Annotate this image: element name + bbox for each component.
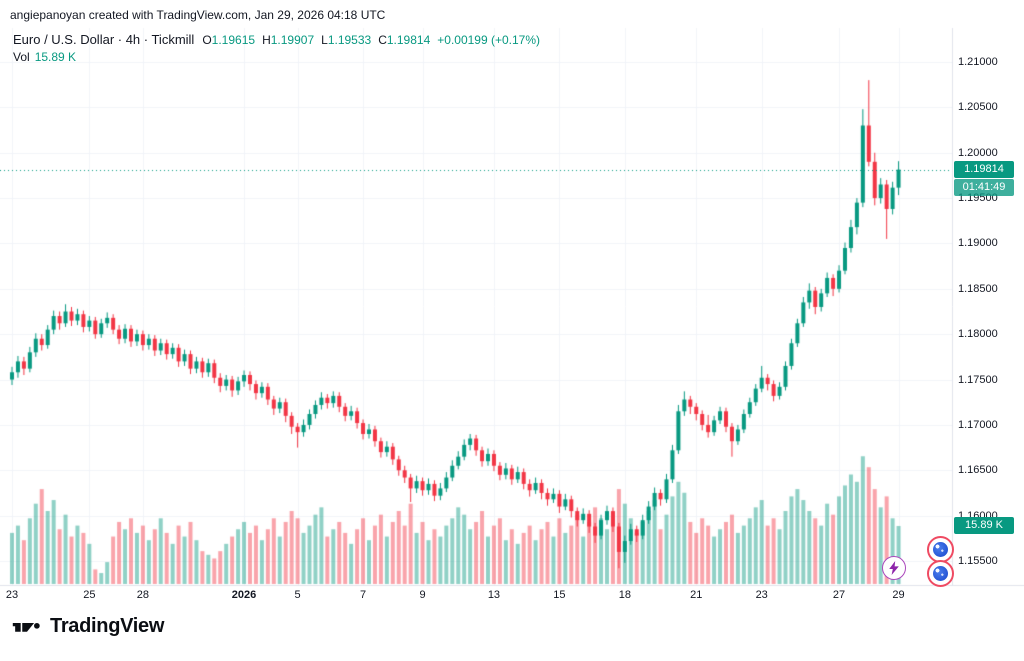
open-value: 1.19615 [211, 33, 256, 47]
price-axis-label: 1.17500 [958, 373, 998, 386]
volume-legend: Vol 15.89 K [13, 50, 76, 64]
emoji-reaction-icon-1[interactable] [927, 536, 954, 563]
reaction-ball-icon [933, 542, 948, 557]
time-axis-label: 29 [892, 589, 905, 601]
time-axis-label: 28 [136, 589, 150, 601]
attribution-text: angiepanoyan created with TradingView.co… [10, 8, 386, 22]
price-axis-label: 1.18000 [958, 328, 998, 341]
price-axis-label: 1.20500 [958, 101, 998, 114]
volume-label: Vol [13, 50, 30, 64]
high-value: 1.19907 [270, 33, 315, 47]
price-axis-label: 1.16500 [958, 464, 998, 477]
brand-name: TradingView [50, 615, 165, 637]
lightning-bolt-glyph [889, 561, 899, 575]
close-label: C [378, 33, 387, 47]
time-axis-label: 7 [359, 589, 367, 601]
price-axis-label: 1.21000 [958, 56, 998, 68]
chart-legend: Euro / U.S. Dollar · 4h · Tickmill O1.19… [13, 32, 540, 47]
price-axis-label: 1.15500 [958, 555, 998, 567]
volume-value: 15.89 K [34, 50, 77, 64]
bar-countdown-badge: 01:41:49 [954, 178, 1014, 196]
high-label: H [262, 33, 271, 47]
price-axis-label: 1.19000 [958, 237, 998, 250]
ohlc-readout: O1.19615 H1.19907 L1.19533 C1.19814 +0.0… [202, 33, 540, 47]
symbol-title[interactable]: Euro / U.S. Dollar · 4h · Tickmill [13, 32, 195, 47]
reaction-ball-icon [933, 566, 948, 581]
time-axis-label: 21 [690, 589, 703, 601]
price-axis-label: 1.20000 [958, 146, 998, 159]
time-axis-label: 9 [419, 589, 426, 601]
time-axis-label: 18 [618, 589, 631, 601]
price-axis-label: 1.17000 [958, 418, 998, 431]
open-label: O [202, 33, 212, 47]
tradingview-footer-logo[interactable]: TradingView [12, 615, 164, 638]
lightning-boost-icon[interactable] [882, 556, 906, 580]
time-axis-label: 15 [553, 589, 566, 601]
time-axis-label: 5 [294, 589, 301, 601]
time-axis-label: 27 [832, 589, 846, 601]
low-value: 1.19533 [327, 33, 372, 47]
price-axis-label: 1.18500 [958, 282, 998, 295]
time-axis-label: 25 [83, 589, 96, 601]
time-axis-label: 23 [5, 589, 19, 601]
last-volume-badge: 15.89 K [954, 517, 1014, 534]
last-price-badge-stack: 1.19814 01:41:49 [954, 160, 1014, 196]
low-label: L [321, 33, 328, 47]
emoji-reaction-icon-2[interactable] [927, 560, 954, 587]
close-value: 1.19814 [386, 33, 431, 47]
time-axis-label: 2026 [231, 589, 257, 601]
time-axis-label: 13 [487, 589, 501, 601]
tradingview-logo-icon [12, 622, 40, 632]
change-value: +0.00199 (+0.17%) [437, 33, 541, 47]
time-axis-label: 23 [755, 589, 768, 601]
last-price-badge: 1.19814 [954, 160, 1014, 178]
